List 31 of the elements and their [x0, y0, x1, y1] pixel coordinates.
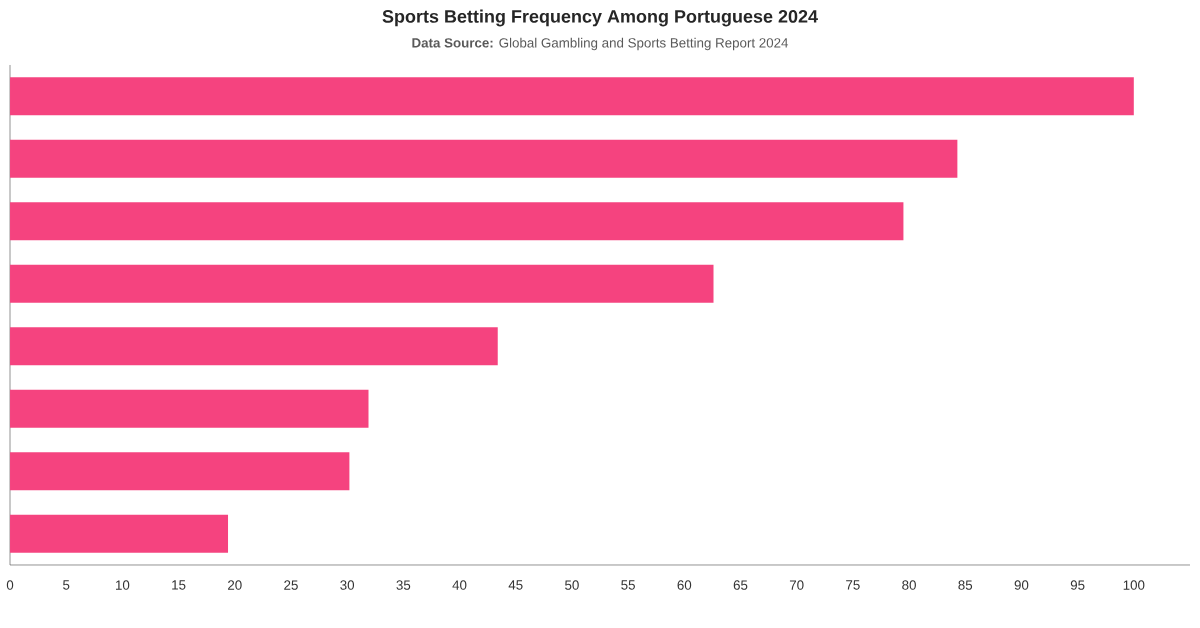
x-tick-label: 10 [116, 580, 130, 590]
x-tick-label: 70 [789, 580, 804, 590]
x-tick-label: 100 [1123, 580, 1145, 590]
x-tick-label: 30 [340, 580, 355, 590]
bar [10, 264, 714, 303]
bar [10, 327, 498, 366]
bar [10, 389, 369, 428]
x-tick-label: 0 [6, 580, 14, 590]
x-tick-label: 85 [958, 580, 973, 590]
x-tick-label: 40 [452, 580, 467, 590]
x-tick-label: 20 [228, 580, 242, 590]
x-tick-label: 60 [677, 580, 692, 590]
bar [10, 77, 1134, 116]
x-tick-label: 50 [565, 580, 579, 590]
x-tick-label: 65 [733, 580, 748, 590]
x-tick-label: 80 [902, 580, 916, 590]
x-tick-label: 45 [508, 580, 523, 590]
x-tick-label: 15 [172, 580, 186, 590]
chart-title: Sports Betting Frequency Among Portuguese 2024 [382, 9, 818, 27]
x-tick-label: 5 [63, 580, 70, 590]
bar [10, 139, 958, 178]
bar [10, 452, 350, 491]
x-tick-label: 55 [621, 580, 635, 590]
x-tick-label: 90 [1014, 580, 1029, 590]
x-tick-label: 95 [1070, 580, 1085, 590]
x-tick-label: 75 [846, 580, 860, 590]
bar [10, 202, 904, 241]
chart-subtitle: Data Source: Global Gambling and Sports Betting Report 2024 [412, 37, 789, 51]
x-tick-label: 25 [284, 580, 298, 590]
bar [10, 514, 229, 553]
x-tick-label: 35 [396, 580, 411, 590]
